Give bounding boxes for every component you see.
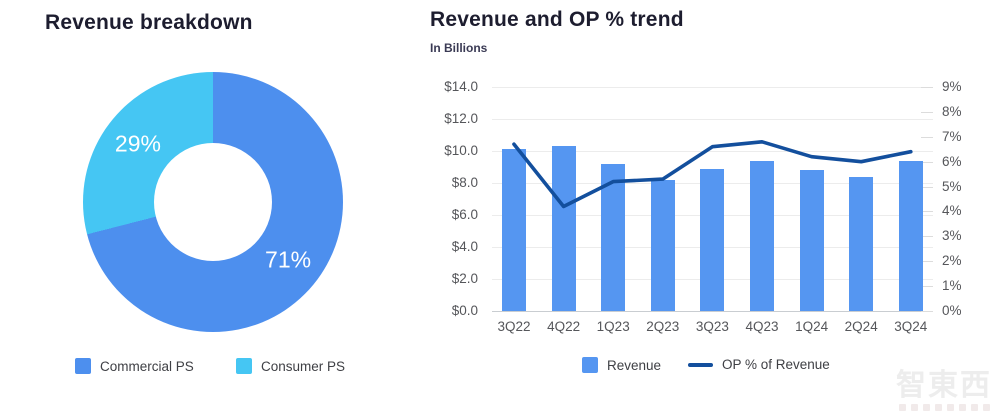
legend-item-consumer-ps: Consumer PS <box>236 358 345 374</box>
legend-label: OP % of Revenue <box>722 357 830 372</box>
revenue-bar <box>849 176 874 311</box>
right-axis-tick <box>921 186 933 188</box>
gridline <box>492 119 933 120</box>
legend-label: Revenue <box>607 357 662 373</box>
right-axis-tick-label: 8% <box>942 103 962 119</box>
watermark-subtext-illegible <box>896 404 992 411</box>
x-axis-line <box>492 311 933 312</box>
slice-value-label: 71% <box>265 246 312 273</box>
revenue-swatch <box>582 357 598 373</box>
watermark-logo: 智東西 <box>896 371 992 411</box>
right-axis-tick-label: 1% <box>942 278 962 294</box>
revenue-bar <box>601 163 626 311</box>
legend-label: Consumer PS <box>261 358 346 374</box>
watermark-text: 智東西 <box>896 369 992 402</box>
gridline <box>492 87 933 88</box>
legend-item-commercial-ps: Commercial PS <box>75 358 194 374</box>
x-axis-tick-label: 2Q24 <box>844 319 878 334</box>
x-axis-tick-label: 3Q23 <box>695 319 729 334</box>
legend-label: Commercial PS <box>100 358 194 374</box>
right-axis-tick <box>921 211 933 213</box>
right-axis-tick-label: 3% <box>942 228 962 244</box>
commercial-ps-swatch <box>75 358 91 374</box>
revenue-bar <box>898 160 923 311</box>
left-axis-tick-label: $14.0 <box>444 79 478 94</box>
x-axis-tick-label: 4Q22 <box>547 319 581 334</box>
left-axis-tick-label: $8.0 <box>451 175 478 190</box>
x-axis-tick-label: 2Q23 <box>646 319 680 334</box>
right-axis-tick-label: 4% <box>942 203 962 219</box>
right-axis-tick <box>921 87 933 88</box>
op-percent-line-swatch <box>688 362 713 367</box>
right-axis-tick-label: 5% <box>942 178 962 194</box>
consumer-ps-swatch <box>236 358 252 374</box>
x-axis-tick-label: 4Q23 <box>745 319 779 334</box>
slice-value-label: 29% <box>114 130 161 157</box>
op-percent-line <box>512 139 913 209</box>
x-axis-tick-label: 1Q23 <box>596 319 630 334</box>
pie-chart-title: Revenue breakdown <box>45 11 253 34</box>
combo-chart-plot: $0.0 $2.0 $4.0 $6.0 $8.0 $10.0 $12.0 $14.0 0% 1% 2… <box>444 80 961 335</box>
right-axis-tick-label: 2% <box>942 253 962 269</box>
right-axis-tick <box>921 111 933 113</box>
right-axis-tick-label: 9% <box>942 79 962 94</box>
left-axis-tick-label: $0.0 <box>451 303 478 318</box>
x-axis-tick-label: 3Q22 <box>497 319 531 334</box>
legend-item-revenue: Revenue <box>582 357 661 373</box>
revenue-bar <box>700 168 725 311</box>
right-axis-tick <box>921 286 933 288</box>
left-axis-tick-label: $6.0 <box>451 207 478 222</box>
revenue-bar <box>502 149 526 311</box>
donut-hole <box>154 143 272 261</box>
revenue-bar <box>750 160 774 311</box>
combo-chart-subtitle: In Billions <box>430 41 488 55</box>
left-axis-tick-label: $4.0 <box>451 239 478 254</box>
revenue-bar <box>650 179 675 311</box>
left-axis-tick-label: $10.0 <box>444 143 478 158</box>
right-axis-tick-label: 7% <box>942 128 962 144</box>
right-axis-tick <box>921 136 933 138</box>
right-axis-tick-label: 0% <box>942 303 962 318</box>
right-axis-tick <box>921 311 933 312</box>
right-axis-tick <box>921 161 933 163</box>
donut-chart: 71% 29% <box>83 72 343 332</box>
x-axis-tick-label: 3Q24 <box>894 319 928 334</box>
left-axis-tick-label: $12.0 <box>444 111 478 126</box>
revenue-bar <box>551 146 576 311</box>
right-axis-tick-label: 6% <box>942 153 962 169</box>
gridline <box>492 151 933 152</box>
right-axis-tick <box>921 236 933 238</box>
legend-item-op-percent: OP % of Revenue <box>688 357 830 372</box>
right-axis-tick <box>921 261 933 263</box>
revenue-bar <box>799 170 824 311</box>
left-axis-tick-label: $2.0 <box>451 271 478 286</box>
x-axis-tick-label: 1Q24 <box>795 319 829 334</box>
combo-chart-title: Revenue and OP % trend <box>430 8 684 31</box>
